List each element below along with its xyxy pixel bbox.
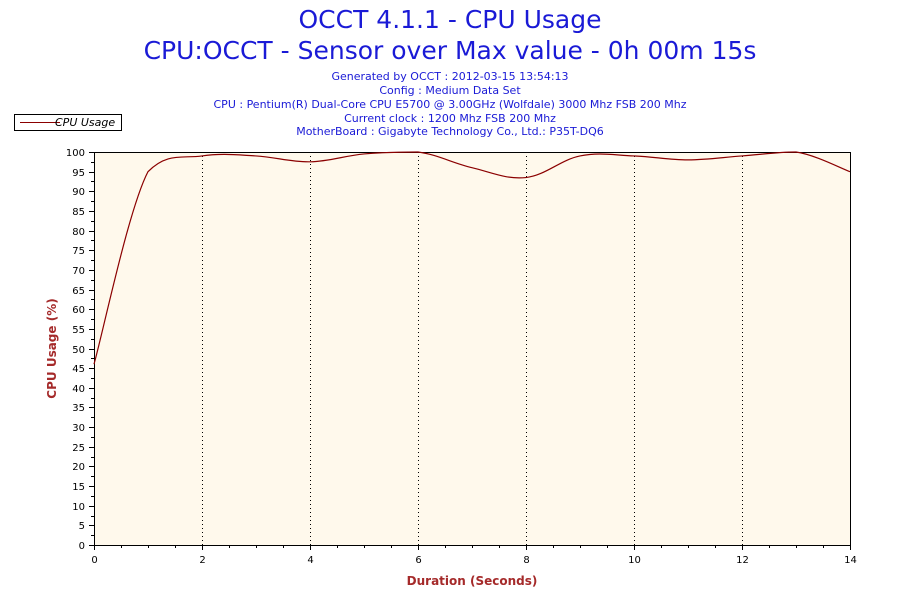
y-tick-label: 80 <box>72 227 85 238</box>
legend-label-cpu-usage: CPU Usage <box>55 116 116 129</box>
y-tick-label: 0 <box>79 541 85 552</box>
series-layer <box>93 151 851 365</box>
info-motherboard: MotherBoard : Gigabyte Technology Co., L… <box>296 125 604 138</box>
y-tick-label: 45 <box>72 364 85 375</box>
info-current-clock: Current clock : 1200 Mhz FSB 200 Mhz <box>344 112 556 125</box>
legend-swatch-cpu-usage <box>20 122 60 123</box>
x-tick-label: 0 <box>91 555 97 566</box>
y-tick-label: 60 <box>72 305 85 316</box>
chart-subtitle: CPU:OCCT - Sensor over Max value - 0h 00… <box>143 36 757 65</box>
x-tick-label: 14 <box>844 555 857 566</box>
x-tick-label: 8 <box>523 555 529 566</box>
y-tick-label: 75 <box>72 246 85 257</box>
y-tick-label: 50 <box>72 345 85 356</box>
y-tick-label: 30 <box>72 423 85 434</box>
y-tick-label: 40 <box>72 384 85 395</box>
x-tick-label: 2 <box>199 555 205 566</box>
y-tick-label: 5 <box>79 521 85 532</box>
y-tick-label: 35 <box>72 403 85 414</box>
info-config: Config : Medium Data Set <box>379 84 521 97</box>
y-tick-label: 85 <box>72 207 85 218</box>
tick-labels: 0510152025303540455055606570758085909510… <box>66 148 857 566</box>
y-tick-label: 10 <box>72 502 85 513</box>
y-tick-label: 15 <box>72 482 85 493</box>
chart-title: OCCT 4.1.1 - CPU Usage <box>298 5 602 34</box>
x-tick-label: 4 <box>307 555 313 566</box>
plot-area <box>94 152 850 545</box>
x-axis-title: Duration (Seconds) <box>407 574 538 588</box>
y-tick-label: 25 <box>72 443 85 454</box>
axes <box>89 152 851 550</box>
chart-legend: CPU Usage <box>14 114 122 131</box>
y-tick-label: 55 <box>72 325 85 336</box>
info-generated: Generated by OCCT : 2012-03-15 13:54:13 <box>331 70 569 83</box>
y-tick-label: 70 <box>72 266 85 277</box>
y-tick-label: 90 <box>72 187 85 198</box>
x-tick-label: 10 <box>628 555 641 566</box>
y-tick-label: 20 <box>72 462 85 473</box>
series-line-cpu-usage <box>93 151 851 365</box>
y-tick-label: 65 <box>72 286 85 297</box>
x-tick-label: 6 <box>415 555 421 566</box>
info-cpu: CPU : Pentium(R) Dual-Core CPU E5700 @ 3… <box>213 98 687 111</box>
y-tick-label: 100 <box>66 148 85 159</box>
y-axis-title: CPU Usage (%) <box>45 298 59 398</box>
x-tick-label: 12 <box>736 555 749 566</box>
y-tick-label: 95 <box>72 168 85 179</box>
